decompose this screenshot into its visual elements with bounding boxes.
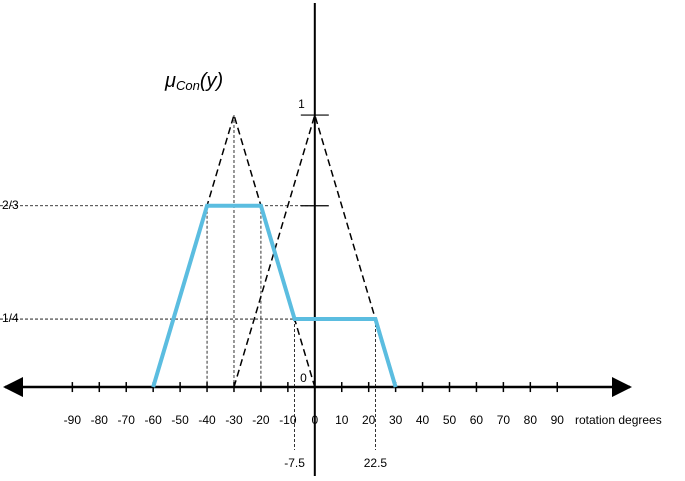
title-argument: (y) (200, 70, 223, 92)
y-tick-label: 0 (300, 371, 307, 385)
chart-title: μCon(y) (164, 70, 223, 93)
x-tick-label: -90 (64, 413, 82, 427)
x-tick-label: -80 (91, 413, 109, 427)
x-tick-label: -30 (225, 413, 243, 427)
x-tick-label: 90 (551, 413, 565, 427)
x-tick-label: 60 (470, 413, 484, 427)
extra-x-tick-label: 22.5 (364, 456, 388, 470)
membership-line (151, 203, 398, 388)
y-tick-label: 1 (298, 97, 305, 111)
x-tick-label: 70 (497, 413, 511, 427)
x-tick-label: -10 (279, 413, 297, 427)
x-tick-label: 50 (443, 413, 457, 427)
x-tick-label: -40 (198, 413, 216, 427)
y-tick-label: 2/3 (2, 198, 19, 212)
x-tick-label: -60 (144, 413, 162, 427)
x-tick-label: 10 (335, 413, 349, 427)
extra-x-tick-label: -7.5 (284, 456, 305, 470)
x-tick-label: 30 (389, 413, 403, 427)
x-tick-label: 80 (524, 413, 538, 427)
title-subscript: Con (176, 78, 200, 93)
dashed-membership-line (233, 112, 397, 388)
x-tick-label: 20 (362, 413, 376, 427)
x-tick-label: 0 (311, 413, 318, 427)
title-symbol: μ (164, 70, 176, 92)
x-tick-label: 40 (416, 413, 430, 427)
x-axis-label: rotation degrees (575, 413, 662, 427)
x-tick-label: -70 (118, 413, 136, 427)
x-tick-label: -20 (252, 413, 270, 427)
y-tick-label: 1/4 (2, 311, 19, 325)
x-tick-label: -50 (171, 413, 189, 427)
